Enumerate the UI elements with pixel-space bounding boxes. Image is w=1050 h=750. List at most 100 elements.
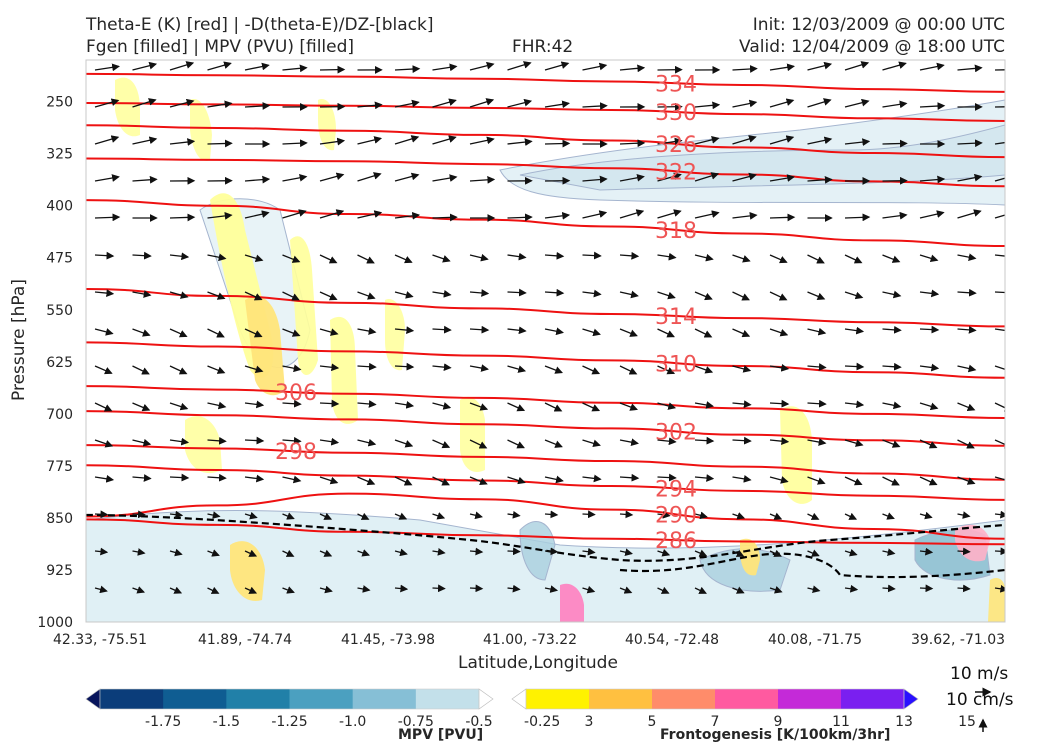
wind-vector bbox=[207, 586, 220, 594]
wind-vector bbox=[319, 399, 340, 408]
wind-vector bbox=[244, 400, 265, 409]
theta-e-label: 314 bbox=[655, 305, 697, 330]
wind-vector bbox=[807, 291, 826, 301]
wind-vector bbox=[919, 289, 940, 298]
wind-vector bbox=[94, 328, 114, 336]
wind-vector bbox=[882, 584, 896, 593]
wind-vector bbox=[244, 291, 263, 301]
wind-vector bbox=[882, 254, 901, 263]
wind-vector bbox=[544, 402, 563, 412]
filled-region bbox=[385, 299, 405, 371]
colorbar-segment bbox=[841, 689, 905, 709]
wind-vector bbox=[694, 511, 708, 520]
colorbar-segment bbox=[778, 689, 842, 709]
wind-vector bbox=[319, 437, 340, 446]
theta-e-line bbox=[86, 341, 1005, 379]
wind-vector bbox=[807, 327, 827, 336]
wind-vector bbox=[169, 98, 195, 108]
wind-vector bbox=[394, 401, 415, 409]
wind-vector bbox=[132, 474, 152, 482]
theta-e-line bbox=[86, 124, 1005, 159]
wind-vector bbox=[169, 252, 190, 261]
wind-vector bbox=[244, 254, 264, 263]
wind-vector bbox=[732, 328, 751, 338]
filled-region bbox=[115, 77, 140, 137]
colorbar-end bbox=[511, 688, 527, 710]
y-tick-label: 925 bbox=[46, 563, 73, 579]
wind-vector bbox=[244, 175, 271, 184]
theta-e-label: 330 bbox=[655, 101, 697, 126]
wind-vector bbox=[769, 213, 796, 222]
colorbar-segment bbox=[415, 689, 480, 709]
wind-vector bbox=[507, 98, 533, 108]
wind-vector bbox=[882, 512, 895, 520]
y-tick-label: 1000 bbox=[37, 615, 73, 631]
wind-vector bbox=[132, 510, 146, 519]
theta-e-label: 322 bbox=[655, 161, 697, 186]
wind-vector bbox=[807, 585, 821, 594]
wind-vector bbox=[132, 328, 151, 337]
wind-vector bbox=[432, 548, 446, 556]
wind-vector bbox=[582, 365, 601, 375]
wind-vector bbox=[844, 362, 865, 371]
wind-vector bbox=[619, 173, 645, 182]
wind-vector bbox=[769, 437, 790, 446]
wind-vector bbox=[582, 547, 596, 556]
wind-vector bbox=[844, 476, 863, 486]
wind-vector bbox=[207, 212, 233, 220]
wind-vector bbox=[469, 439, 488, 449]
colorbar-tick-label: -0.5 bbox=[465, 714, 492, 730]
wind-vector bbox=[394, 326, 415, 334]
wind-vector bbox=[657, 137, 683, 146]
wind-vector bbox=[882, 439, 901, 448]
wind-vector bbox=[994, 106, 1005, 108]
wind-vector bbox=[207, 291, 226, 300]
colorbar-segment bbox=[100, 689, 164, 709]
wind-vector bbox=[769, 135, 795, 145]
wind-vector bbox=[619, 402, 639, 411]
wind-vector bbox=[619, 64, 646, 73]
wind-vector bbox=[769, 363, 790, 372]
wind-vector bbox=[694, 401, 714, 409]
wind-vector bbox=[394, 548, 408, 557]
wind-vector bbox=[919, 325, 940, 334]
wind-vector bbox=[882, 548, 896, 556]
wind-vector bbox=[394, 172, 420, 182]
wind-vector bbox=[732, 549, 745, 557]
x-tick-label: 40.54, -72.48 bbox=[625, 632, 719, 648]
wind-vector bbox=[469, 175, 496, 184]
wind-vector bbox=[544, 211, 571, 220]
wind-vector bbox=[282, 254, 301, 263]
wind-vector bbox=[319, 254, 338, 264]
wind-vector bbox=[394, 476, 413, 486]
wind-vector bbox=[844, 584, 859, 593]
wind-vector bbox=[882, 290, 902, 299]
wind-vector bbox=[319, 209, 345, 219]
theta-e-line bbox=[86, 492, 1005, 540]
wind-vector bbox=[694, 101, 721, 110]
wind-vector bbox=[694, 172, 720, 182]
title-left-line2: Fgen [filled] | MPV (PVU) [filled] bbox=[86, 37, 355, 57]
wind-vector bbox=[732, 212, 758, 220]
wind-vector bbox=[657, 252, 677, 261]
wind-vector bbox=[769, 98, 795, 108]
wind-vector bbox=[957, 288, 977, 297]
wind-vector bbox=[919, 547, 934, 556]
wind-vector bbox=[844, 400, 865, 409]
wind-vector bbox=[319, 363, 340, 372]
colorbar-segment bbox=[715, 689, 779, 709]
wind-vector bbox=[394, 584, 409, 593]
wind-vector bbox=[432, 254, 451, 263]
wind-vector bbox=[582, 62, 608, 71]
wind-vector bbox=[94, 289, 115, 297]
wind-vector bbox=[319, 328, 339, 336]
wind-vector bbox=[394, 439, 414, 448]
wind-vector bbox=[132, 61, 158, 71]
wind-vector bbox=[244, 549, 258, 557]
colorbar-tick-label: 11 bbox=[832, 714, 850, 730]
wind-vector bbox=[544, 510, 559, 519]
wind-vector bbox=[919, 62, 945, 71]
wind-vector bbox=[919, 584, 934, 593]
wind-vector bbox=[919, 511, 933, 520]
wind-vector bbox=[882, 100, 908, 109]
